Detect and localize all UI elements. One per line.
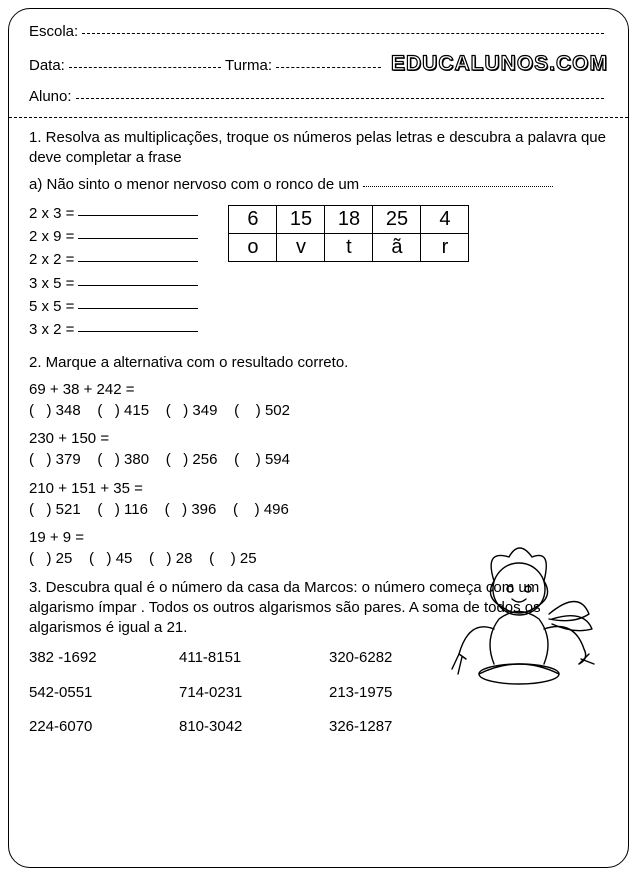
eq-blank[interactable] bbox=[78, 215, 198, 216]
cipher-cell: r bbox=[421, 233, 469, 261]
opt: 28 bbox=[176, 550, 193, 567]
eq-blank[interactable] bbox=[78, 285, 198, 286]
eq-text: 3 x 5 = bbox=[29, 274, 74, 294]
phone-number: 714-0231 bbox=[179, 683, 329, 703]
q1-equations: 2 x 3 = 2 x 9 = 2 x 2 = 3 x 5 = 5 x 5 = … bbox=[29, 201, 198, 344]
blank-data[interactable] bbox=[69, 67, 221, 68]
q2-item-0: 69 + 38 + 242 = ( ) 348 ( ) 415 ( ) 349 … bbox=[29, 380, 608, 422]
q1-eq-3: 3 x 5 = bbox=[29, 274, 198, 294]
fairy-illustration-icon bbox=[424, 519, 614, 694]
label-turma: Turma: bbox=[225, 57, 272, 74]
eq-text: 3 x 2 = bbox=[29, 320, 74, 340]
cipher-row-letters: o v t ã r bbox=[229, 233, 469, 261]
opt: 380 bbox=[124, 451, 149, 468]
q2-options: ( ) 348 ( ) 415 ( ) 349 ( ) 502 bbox=[29, 401, 608, 421]
q1-subprompt-text: a) Não sinto o menor nervoso com o ronco… bbox=[29, 176, 359, 193]
label-data: Data: bbox=[29, 57, 65, 74]
label-aluno: Aluno: bbox=[29, 88, 72, 105]
phone-number: 411-8151 bbox=[179, 648, 329, 668]
q1-eq-5: 3 x 2 = bbox=[29, 320, 198, 340]
phone-number: 810-3042 bbox=[179, 717, 329, 737]
row-escola: Escola: bbox=[29, 23, 608, 40]
q1-eq-4: 5 x 5 = bbox=[29, 297, 198, 317]
q2-expr: 69 + 38 + 242 = bbox=[29, 380, 608, 400]
phone-number: 382 -1692 bbox=[29, 648, 179, 668]
q2-expr: 210 + 151 + 35 = bbox=[29, 479, 608, 499]
label-escola: Escola: bbox=[29, 23, 78, 40]
eq-text: 2 x 2 = bbox=[29, 250, 74, 270]
opt: 349 bbox=[192, 402, 217, 419]
q2-item-1: 230 + 150 = ( ) 379 ( ) 380 ( ) 256 ( ) … bbox=[29, 429, 608, 471]
opt: 45 bbox=[116, 550, 133, 567]
cipher-cell: ã bbox=[373, 233, 421, 261]
phone-number: 224-6070 bbox=[29, 717, 179, 737]
q2-prompt: 2. Marque a alternativa com o resultado … bbox=[29, 353, 608, 373]
q1-eq-0: 2 x 3 = bbox=[29, 204, 198, 224]
opt: 256 bbox=[192, 451, 217, 468]
cipher-cell: 18 bbox=[325, 205, 373, 233]
opt: 496 bbox=[264, 501, 289, 518]
opt: 396 bbox=[191, 501, 216, 518]
eq-text: 2 x 3 = bbox=[29, 204, 74, 224]
q1-eq-2: 2 x 2 = bbox=[29, 250, 198, 270]
eq-text: 2 x 9 = bbox=[29, 227, 74, 247]
worksheet-page: Escola: Data: Turma: EDUCALUNOS.COM Alun… bbox=[8, 8, 629, 868]
blank-aluno[interactable] bbox=[76, 98, 604, 99]
q2-options: ( ) 379 ( ) 380 ( ) 256 ( ) 594 bbox=[29, 450, 608, 470]
row-aluno: Aluno: bbox=[29, 88, 608, 105]
cipher-cell: o bbox=[229, 233, 277, 261]
q2-expr: 230 + 150 = bbox=[29, 429, 608, 449]
cipher-cell: 15 bbox=[277, 205, 325, 233]
cipher-table: 6 15 18 25 4 o v t ã r bbox=[228, 205, 469, 262]
eq-blank[interactable] bbox=[78, 261, 198, 262]
phone-number: 326-1287 bbox=[329, 717, 479, 737]
cipher-cell: 4 bbox=[421, 205, 469, 233]
eq-text: 5 x 5 = bbox=[29, 297, 74, 317]
q1-answer-blank[interactable] bbox=[363, 186, 553, 187]
cipher-cell: t bbox=[325, 233, 373, 261]
cipher-cell: 25 bbox=[373, 205, 421, 233]
cipher-cell: v bbox=[277, 233, 325, 261]
opt: 502 bbox=[265, 402, 290, 419]
q1-prompt: 1. Resolva as multiplicações, troque os … bbox=[29, 128, 608, 169]
q2-options: ( ) 521 ( ) 116 ( ) 396 ( ) 496 bbox=[29, 500, 608, 520]
eq-blank[interactable] bbox=[78, 331, 198, 332]
opt: 348 bbox=[56, 402, 81, 419]
q1-eq-1: 2 x 9 = bbox=[29, 227, 198, 247]
opt: 379 bbox=[56, 451, 81, 468]
logo-text: EDUCALUNOS.COM bbox=[385, 52, 608, 76]
cipher-cell: 6 bbox=[229, 205, 277, 233]
eq-blank[interactable] bbox=[78, 308, 198, 309]
opt: 521 bbox=[56, 501, 81, 518]
opt: 415 bbox=[124, 402, 149, 419]
opt: 116 bbox=[124, 501, 148, 518]
opt: 25 bbox=[56, 550, 73, 567]
blank-turma[interactable] bbox=[276, 67, 381, 68]
opt: 594 bbox=[265, 451, 290, 468]
row-data-turma: Data: Turma: EDUCALUNOS.COM bbox=[29, 52, 608, 76]
q2-item-2: 210 + 151 + 35 = ( ) 521 ( ) 116 ( ) 396… bbox=[29, 479, 608, 521]
q1-subprompt: a) Não sinto o menor nervoso com o ronco… bbox=[29, 175, 608, 195]
eq-blank[interactable] bbox=[78, 238, 198, 239]
opt: 25 bbox=[240, 550, 257, 567]
blank-escola[interactable] bbox=[82, 33, 604, 34]
q1-body: 2 x 3 = 2 x 9 = 2 x 2 = 3 x 5 = 5 x 5 = … bbox=[29, 201, 608, 344]
phone-number: 542-0551 bbox=[29, 683, 179, 703]
cipher-row-nums: 6 15 18 25 4 bbox=[229, 205, 469, 233]
divider bbox=[9, 117, 628, 118]
